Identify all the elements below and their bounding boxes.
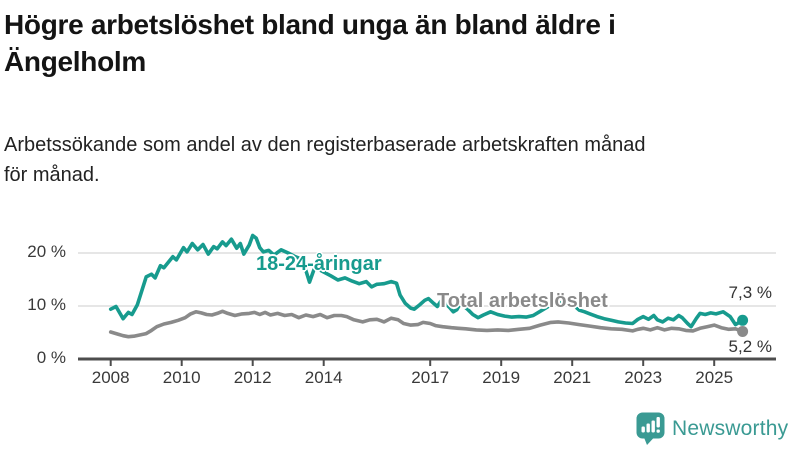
bar-chart-speech-bubble-icon — [636, 412, 665, 445]
series-line-1 — [108, 233, 745, 329]
y-tick-label-10: 10 % — [27, 295, 66, 314]
page-title-line2: Ängelholm — [4, 46, 146, 77]
chart-subtitle: Arbetssökande som andel av den registerb… — [4, 130, 796, 190]
series-end-dot-1 — [737, 314, 749, 326]
y-tick-label-0: 0 % — [36, 348, 66, 367]
series-line-0 — [108, 309, 745, 339]
newsworthy-logo: Newsworthy — [636, 412, 788, 446]
x-tick-label-2017: 2017 — [411, 368, 450, 387]
x-tick-label-2008: 2008 — [91, 368, 130, 387]
x-tick-label-2021: 2021 — [553, 368, 592, 387]
x-tick-label-2012: 2012 — [233, 368, 272, 387]
x-tick-label-2023: 2023 — [624, 368, 663, 387]
y-tick-label-20: 20 % — [27, 242, 66, 261]
x-tick-label-2010: 2010 — [162, 368, 201, 387]
x-tick-label-2019: 2019 — [482, 368, 521, 387]
chart-subtitle-line1: Arbetssökande som andel av den registerb… — [4, 134, 646, 156]
page-title: Högre arbetslöshet bland unga än bland ä… — [4, 6, 796, 80]
x-tick-label-2025: 2025 — [695, 368, 734, 387]
chart-subtitle-line2: för månad. — [4, 164, 100, 186]
series-label-0: Total arbetslöshet — [437, 290, 608, 312]
series-label-1: 18-24-åringar — [256, 253, 382, 275]
x-tick-label-2014: 2014 — [304, 368, 343, 387]
newsworthy-brand-text: Newsworthy — [672, 417, 789, 440]
series-end-dot-0 — [737, 325, 749, 337]
series-end-label-0: 5,2 % — [728, 337, 772, 357]
page-title-line1: Högre arbetslöshet bland unga än bland ä… — [4, 9, 616, 40]
series-end-label-1: 7,3 % — [728, 283, 772, 303]
